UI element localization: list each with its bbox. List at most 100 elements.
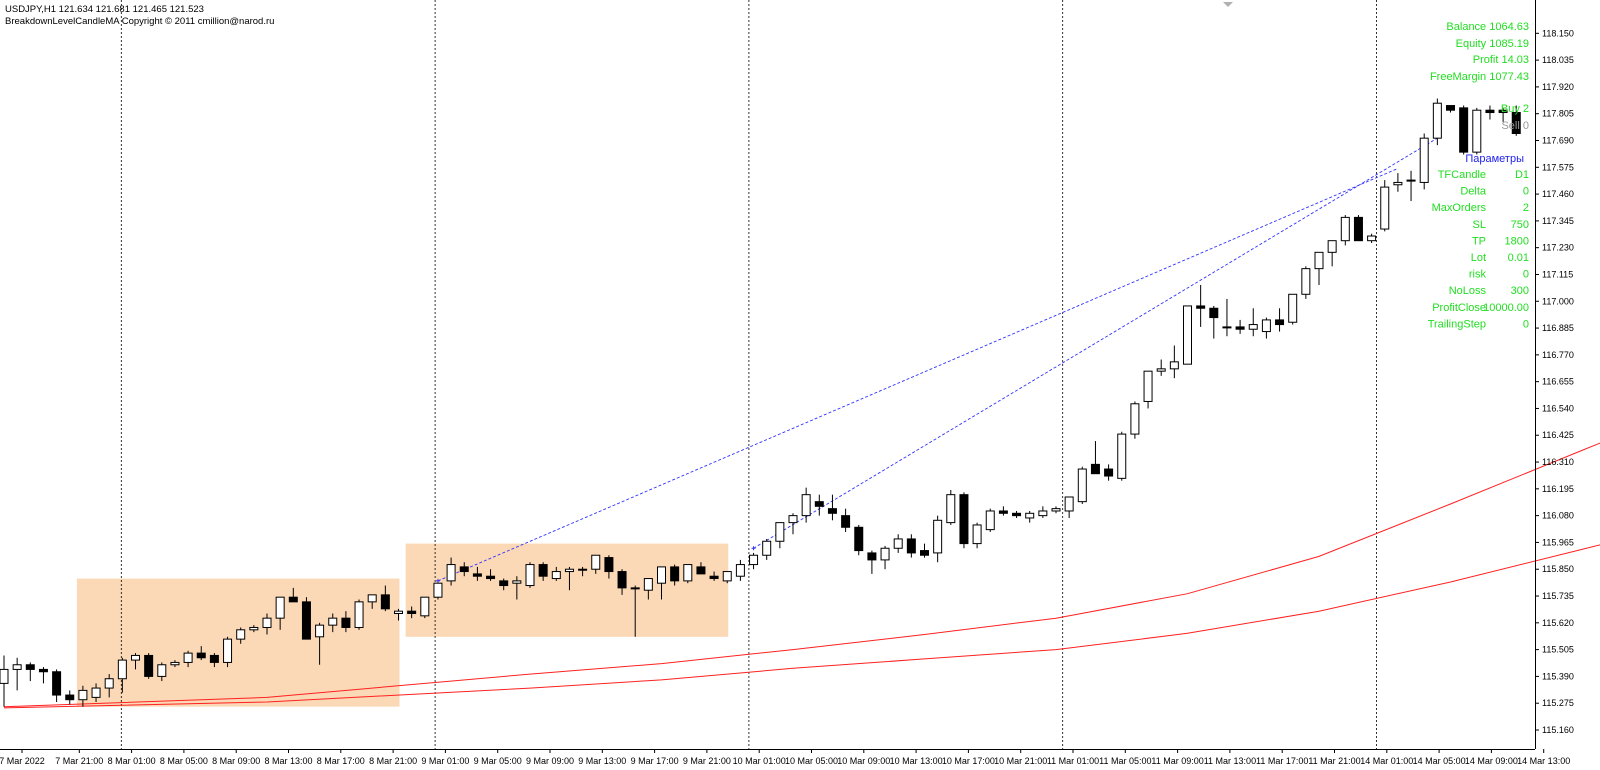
param-value: 0 [1523, 269, 1529, 281]
time-tick-label: 9 Mar 09:00 [526, 756, 574, 766]
price-tick-label: 117.000 [1542, 296, 1574, 306]
price-tick-label: 115.390 [1542, 671, 1574, 681]
price-tick-label: 116.310 [1542, 457, 1574, 467]
bull-candle [12, 664, 22, 670]
param-label: ProfitClose [1432, 302, 1486, 314]
order-line [437, 168, 1399, 582]
bull-candle [788, 515, 798, 524]
bull-candle [131, 654, 140, 661]
bull-candle [328, 617, 338, 626]
bear-candle [499, 580, 509, 587]
bear-candle [209, 654, 219, 663]
bull-candle [1380, 186, 1390, 230]
bear-candle [459, 566, 469, 573]
price-tick-label: 115.505 [1542, 645, 1574, 655]
time-tick-label: 9 Mar 13:00 [578, 756, 626, 766]
bull-candle [512, 580, 522, 584]
time-tick-label: 14 Mar 05:00 [1413, 756, 1466, 766]
bear-candle [854, 526, 864, 552]
price-axis[interactable]: 118.150 118.035 117.920 117.805 117.690 117.5… [1535, 28, 1574, 735]
bull-candle [157, 664, 167, 677]
bear-candle [1235, 326, 1245, 330]
param-label: Delta [1460, 186, 1487, 198]
chart-symbol-info: USDJPY,H1 121.634 121.681 121.465 121.52… [5, 4, 204, 15]
time-tick-label: 8 Mar 21:00 [369, 756, 417, 766]
bear-candle [380, 594, 390, 610]
param-label: TrailingStep [1428, 318, 1486, 330]
stat-freemargin: FreeMargin 1077.43 [1430, 71, 1529, 83]
stat-sell: Sell 0 [1501, 120, 1529, 132]
bull-candle [91, 687, 101, 698]
bull-candle [735, 564, 745, 577]
param-label: risk [1469, 269, 1487, 281]
bull-candle [564, 568, 574, 573]
bull-candle [1406, 179, 1416, 182]
bull-candle [1117, 433, 1127, 479]
bear-candle [25, 664, 35, 670]
time-tick-label: 8 Mar 17:00 [317, 756, 365, 766]
bull-candle [801, 494, 811, 517]
price-tick-label: 115.620 [1542, 618, 1574, 628]
price-tick-label: 116.770 [1542, 350, 1574, 360]
bull-candle [394, 610, 403, 614]
bear-candle [604, 557, 614, 573]
bull-candle [433, 582, 443, 598]
bear-candle [1498, 109, 1508, 114]
bull-candle [104, 678, 114, 689]
time-tick-label: 14 Mar 13:00 [1517, 756, 1570, 766]
bear-candle [38, 668, 48, 673]
bull-candle [722, 571, 732, 582]
param-label: NoLoss [1449, 285, 1487, 297]
stat-profit: Profit 14.03 [1473, 54, 1529, 66]
bear-candle [1275, 319, 1285, 326]
bull-candle [1472, 109, 1482, 153]
bull-candle [262, 617, 272, 628]
bear-candle [301, 601, 311, 640]
bear-candle [1090, 463, 1100, 475]
breakout-zone-1 [76, 578, 400, 707]
bull-candle [1169, 361, 1179, 370]
bull-candle [1130, 403, 1140, 435]
breakout-zone-2 [405, 543, 729, 637]
bear-candle [827, 508, 837, 514]
bear-candle [617, 571, 627, 589]
bull-candle [578, 568, 588, 571]
price-tick-label: 117.115 [1542, 269, 1573, 279]
parameters-panel: TFCandle D1 Delta 0 MaxOrders 2 SL 750 TP 1800 Lot… [1428, 169, 1529, 330]
bull-candle [275, 596, 285, 619]
bear-candle [696, 566, 706, 575]
bear-candle [1446, 105, 1455, 111]
param-value: 0.01 [1508, 252, 1529, 264]
param-value: 750 [1511, 219, 1529, 231]
bull-candle [223, 638, 233, 663]
param-value: 2 [1523, 202, 1529, 214]
bull-candle [933, 519, 943, 554]
bear-candle [814, 501, 824, 507]
time-tick-label: 8 Mar 09:00 [212, 756, 260, 766]
day-separators [120, 0, 1377, 749]
time-axis[interactable]: 7 Mar 2022 7 Mar 21:00 8 Mar 01:00 8 Mar 05… [0, 749, 1570, 766]
time-tick-label: 8 Mar 05:00 [160, 756, 208, 766]
price-tick-label: 117.230 [1542, 243, 1574, 253]
bull-candle [1183, 305, 1192, 365]
price-tick-label: 115.160 [1542, 725, 1574, 735]
bear-candle [52, 671, 62, 696]
bull-candle [880, 547, 890, 561]
price-tick-label: 116.540 [1542, 403, 1574, 413]
time-tick-label: 10 Mar 13:00 [890, 756, 943, 766]
bull-candle [236, 629, 246, 640]
bull-candle [643, 578, 653, 591]
bear-candle [1459, 107, 1469, 153]
bear-candle [1012, 512, 1022, 517]
bull-candle [525, 564, 535, 587]
stat-balance: Balance 1064.63 [1446, 21, 1529, 33]
bear-candle [998, 510, 1008, 514]
price-tick-label: 117.805 [1542, 109, 1574, 119]
bear-candle [1511, 112, 1521, 135]
scroll-marker-icon[interactable] [1223, 2, 1233, 7]
param-label: TP [1472, 235, 1486, 247]
time-tick-label: 11 Mar 05:00 [1099, 756, 1151, 766]
bull-candle [354, 601, 364, 628]
bull-candle [683, 564, 693, 582]
